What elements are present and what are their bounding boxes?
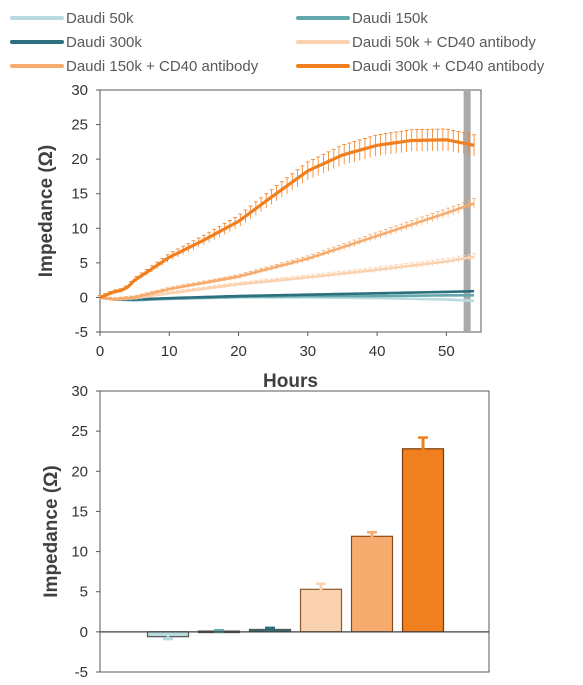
y-tick-label: 10	[71, 220, 88, 237]
x-tick-label: 20	[230, 343, 247, 360]
y-tick-label: 25	[71, 117, 88, 134]
bar-y-axis-label: Impedance (Ω)	[41, 465, 62, 597]
x-tick-label: 30	[299, 343, 316, 360]
legend-label-daudi-150k: Daudi 150k	[352, 10, 428, 27]
bar-chart: -5 0 5 10 15 20 25 30 Impedance (Ω)	[41, 383, 490, 681]
y-tick-label: -5	[75, 324, 88, 341]
time-highlight-bar	[463, 90, 471, 332]
bar-y-tick-label: 15	[71, 503, 88, 520]
line-chart: -5 0 5 10 15 20 25 30 0 10 20 30 40 50 Hours Impedance …	[36, 82, 482, 392]
bar-y-tick-label: 0	[80, 624, 88, 641]
series-daudi-150k-cd40-antibody	[98, 198, 477, 302]
y-tick-label: 0	[80, 289, 88, 306]
legend-label-daudi-50k: Daudi 50k	[66, 10, 134, 27]
series-line	[99, 255, 475, 301]
series-daudi-300k	[99, 289, 475, 301]
legend-label-daudi-300k: Daudi 300k	[66, 34, 142, 51]
series-daudi-50k-cd40-antibody	[98, 253, 477, 302]
y-tick-label: 5	[80, 255, 88, 272]
y-tick-label: 30	[71, 82, 88, 99]
bar-y-tick-label: 30	[71, 383, 88, 400]
series-line	[99, 138, 475, 299]
bar-y-tick-label: -5	[75, 664, 88, 681]
bar-daudi-300k-cd40-antibody	[401, 448, 445, 633]
bar-y-tick-label: 20	[71, 463, 88, 480]
legend: Daudi 50k Daudi 150k Daudi 300k Daudi 50k +…	[10, 10, 545, 75]
x-tick-label: 0	[96, 343, 104, 360]
y-tick-label: 20	[71, 151, 88, 168]
y-axis-label: Impedance (Ω)	[36, 145, 57, 277]
x-tick-label: 40	[369, 343, 386, 360]
bar-y-tick-label: 5	[80, 584, 88, 601]
bar-y-tick-label: 25	[71, 423, 88, 440]
legend-label-daudi-300k-cd40-antibody: Daudi 300k + CD40 antibody	[352, 58, 545, 75]
plot-frame	[99, 89, 482, 333]
series-line	[99, 289, 475, 301]
series-line	[99, 202, 475, 301]
legend-label-daudi-50k-cd40-antibody: Daudi 50k + CD40 antibody	[352, 34, 536, 51]
y-tick-label: 15	[71, 186, 88, 203]
bar-daudi-150k-cd40-antibody	[350, 535, 394, 633]
legend-label-daudi-150k-cd40-antibody: Daudi 150k + CD40 antibody	[66, 58, 259, 75]
x-tick-label: 50	[438, 343, 455, 360]
x-tick-label: 10	[161, 343, 178, 360]
series-daudi-300k-cd40-antibody	[98, 128, 477, 300]
bar-y-tick-label: 10	[71, 544, 88, 561]
x-axis-label: Hours	[263, 371, 318, 392]
bar-plot-frame	[99, 390, 490, 673]
bar-daudi-50k-cd40-antibody	[299, 588, 343, 633]
